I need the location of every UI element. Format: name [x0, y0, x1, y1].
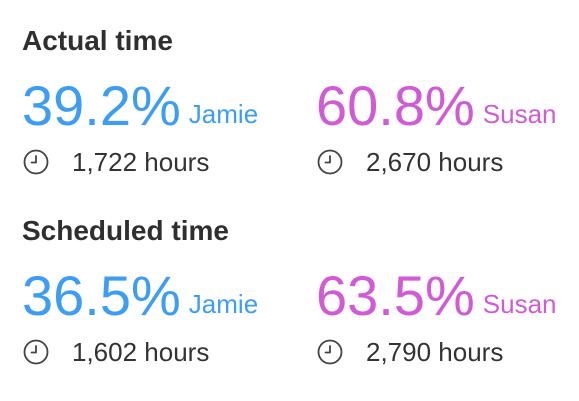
clock-icon [23, 149, 49, 175]
percent-line: 60.8% Susan [316, 76, 557, 136]
hours-value: 1,602 hours [72, 337, 210, 367]
clock-icon [317, 149, 343, 175]
percent-value: 39.2% [22, 74, 181, 137]
percent-line: 36.5% Jamie [22, 266, 258, 326]
hours-value: 1,722 hours [72, 147, 210, 177]
person-name: Susan [482, 99, 557, 129]
percent-line: 63.5% Susan [316, 266, 557, 326]
hours-line: 1,602 hours [22, 336, 209, 368]
scheduled-time-row: 36.5% Jamie 1,602 hours 63.5% Susan 2,790 … [22, 248, 562, 398]
hours-value: 2,790 hours [366, 337, 504, 367]
hours-value: 2,670 hours [366, 147, 504, 177]
person-name: Jamie [188, 289, 259, 319]
clock-icon [317, 339, 343, 365]
percent-value: 63.5% [316, 264, 475, 327]
scheduled-time-section: Scheduled time 36.5% Jamie 1,602 hours 63… [22, 214, 562, 398]
actual-time-section: Actual time 39.2% Jamie 1,722 hours 60.8%… [22, 24, 562, 208]
hours-line: 1,722 hours [22, 146, 209, 178]
person-name: Jamie [188, 99, 259, 129]
section-title-scheduled-time: Scheduled time [22, 215, 229, 246]
section-title-actual-time: Actual time [22, 25, 173, 56]
person-name: Susan [482, 289, 557, 319]
clock-icon [23, 339, 49, 365]
percent-value: 36.5% [22, 264, 181, 327]
percent-value: 60.8% [316, 74, 475, 137]
hours-line: 2,670 hours [316, 146, 503, 178]
actual-time-row: 39.2% Jamie 1,722 hours 60.8% Susan 2,670 … [22, 58, 562, 208]
percent-line: 39.2% Jamie [22, 76, 258, 136]
hours-line: 2,790 hours [316, 336, 503, 368]
